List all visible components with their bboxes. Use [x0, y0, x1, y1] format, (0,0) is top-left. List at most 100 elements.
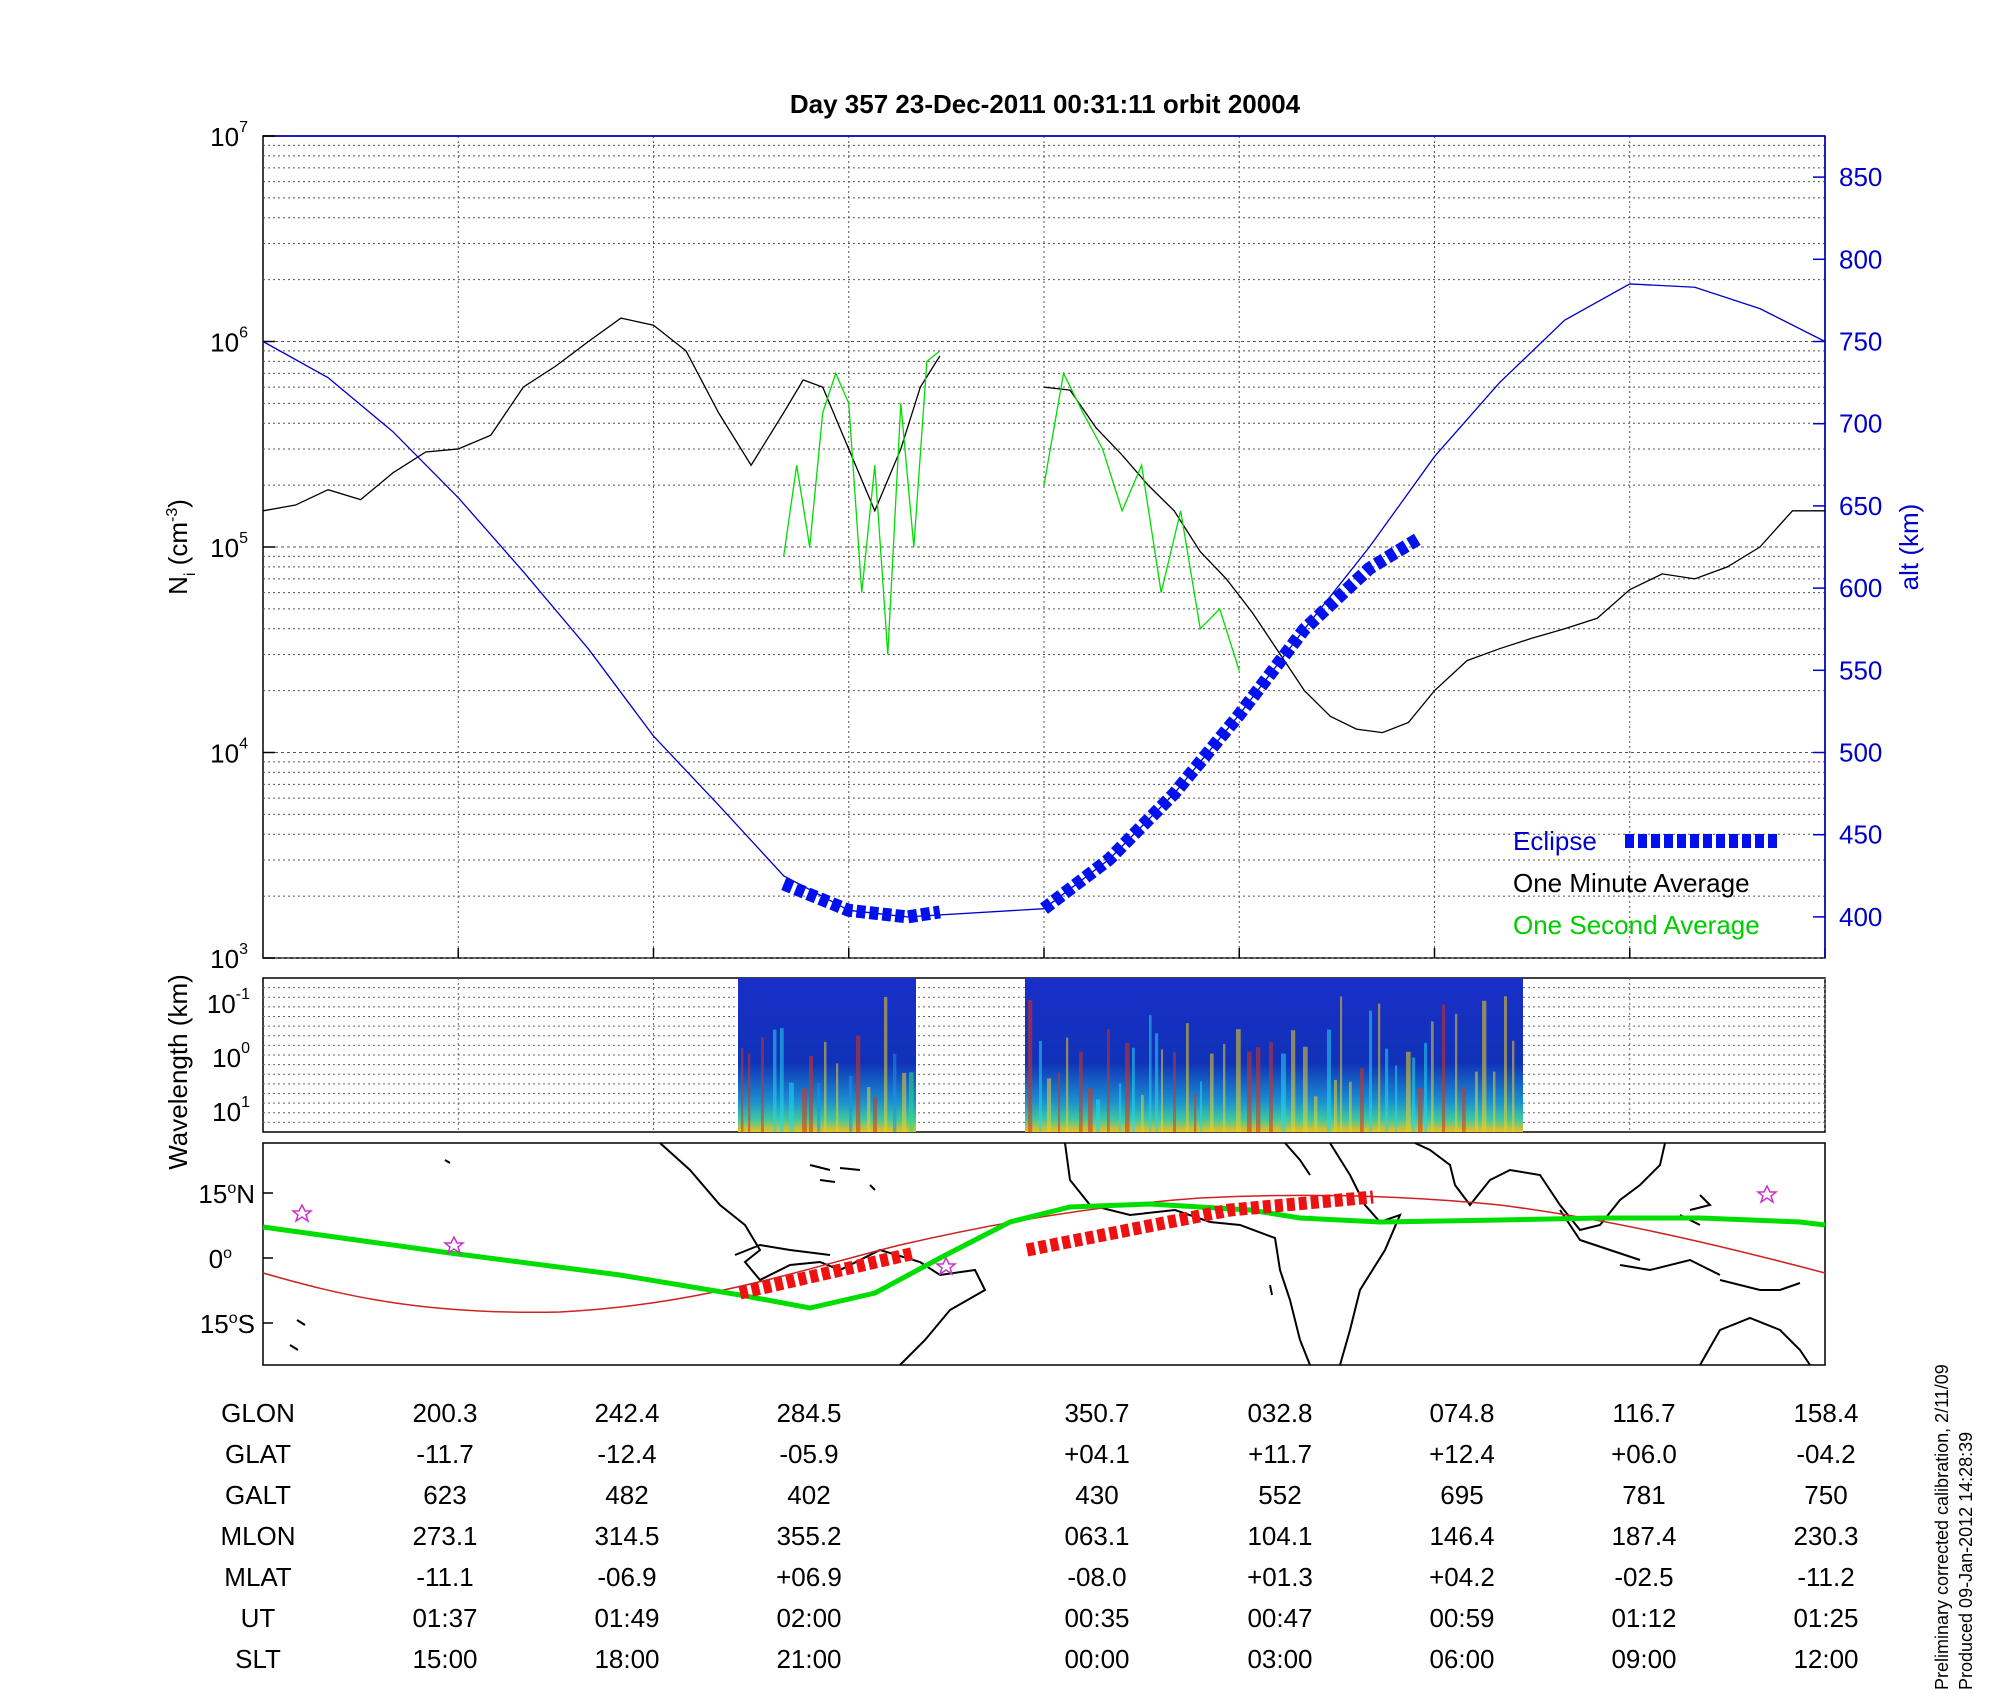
table-cell: -08.0: [1067, 1562, 1126, 1592]
eclipse-track-1: [738, 1246, 917, 1300]
table-cell: 02:00: [776, 1603, 841, 1633]
table-cell: 695: [1440, 1480, 1483, 1510]
table-cell: 242.4: [594, 1398, 659, 1428]
map-tick-15s: 15oS: [200, 1309, 255, 1339]
table-cell: 104.1: [1247, 1521, 1312, 1551]
table-cell: -11.1: [416, 1562, 473, 1592]
legend-eclipse-label: Eclipse: [1513, 826, 1597, 856]
table-cell: 623: [423, 1480, 466, 1510]
table-cell: 03:00: [1247, 1644, 1312, 1674]
table-cell: 18:00: [594, 1644, 659, 1674]
y-right-tick-label: 650: [1839, 491, 1882, 521]
y-right-tick-label: 550: [1839, 655, 1882, 685]
table-cell: +04.1: [1064, 1439, 1130, 1469]
eclipse-track-2: [1025, 1190, 1374, 1257]
chart-title: Day 357 23-Dec-2011 00:31:11 orbit 20004: [790, 89, 1301, 119]
table-cell: +12.4: [1429, 1439, 1495, 1469]
legend: Eclipse One Minute Average One Second Av…: [1513, 826, 1780, 940]
table-cell: 01:49: [594, 1603, 659, 1633]
table-cell: 15:00: [412, 1644, 477, 1674]
table-row-label: GLAT: [225, 1439, 291, 1469]
table-cell: 781: [1622, 1480, 1665, 1510]
table-row-label: MLON: [220, 1521, 295, 1551]
table-cell: +11.7: [1248, 1439, 1312, 1469]
table-cell: 750: [1804, 1480, 1847, 1510]
top-right-axis-label: alt (km): [1894, 504, 1924, 591]
table-row-label: GALT: [225, 1480, 291, 1510]
table-cell: 273.1: [412, 1521, 477, 1551]
table-cell: 074.8: [1429, 1398, 1494, 1428]
y-right-tick-label: 450: [1839, 820, 1882, 850]
second-average-line: [1043, 371, 1240, 671]
coastlines: [289, 1142, 1811, 1366]
table-cell: 01:37: [412, 1603, 477, 1633]
table-row-label: GLON: [221, 1398, 295, 1428]
star-marker: [1755, 1184, 1779, 1204]
table-cell: +06.0: [1611, 1439, 1677, 1469]
second-average-line: [783, 350, 941, 655]
table-row-label: SLT: [235, 1644, 281, 1674]
minute-average-line: [1043, 386, 1825, 734]
table-cell: 21:00: [776, 1644, 841, 1674]
table-cell: 116.7: [1612, 1398, 1675, 1428]
y-right-tick-label: 600: [1839, 573, 1882, 603]
spectrogram-streaks: [741, 996, 1515, 1132]
table-cell: 200.3: [412, 1398, 477, 1428]
satellite-track: [262, 1201, 1826, 1311]
table-cell: 09:00: [1611, 1644, 1676, 1674]
y-left-tick-label: 104: [210, 736, 248, 769]
spectrogram-block-1: [738, 978, 916, 1132]
top-series: [262, 283, 1826, 924]
spectrogram-panel: 10-1 100 101 Wavelength (km): [163, 974, 1826, 1170]
y-right-tick-label: 850: [1839, 162, 1882, 192]
y-right-tick-label: 800: [1839, 244, 1882, 274]
star-marker: [934, 1256, 958, 1276]
table-cell: 552: [1258, 1480, 1301, 1510]
table-cell: 146.4: [1429, 1521, 1494, 1551]
table-cell: 01:12: [1611, 1603, 1676, 1633]
magnetic-equator: [262, 1194, 1826, 1314]
side-note-line2: Produced 09-Jan-2012 14:28:39: [1956, 1432, 1976, 1690]
map-panel: 15oN 0o 15oS: [198, 1142, 1826, 1366]
legend-minute-label: One Minute Average: [1513, 868, 1750, 898]
table-row-label: UT: [241, 1603, 276, 1633]
table-cell: 063.1: [1064, 1521, 1129, 1551]
table-cell: 187.4: [1611, 1521, 1676, 1551]
legend-second-label: One Second Average: [1513, 910, 1760, 940]
orbit-table: GLON 200.3 242.4 284.5 350.7 032.8 074.8 116.7 1…: [220, 1398, 1858, 1674]
y-left-tick-label: 105: [210, 530, 248, 563]
map-tick-15n: 15oN: [198, 1179, 255, 1209]
table-cell: -11.7: [416, 1439, 473, 1469]
map-ticks: 15oN 0o 15oS: [198, 1179, 273, 1339]
table-cell: 314.5: [594, 1521, 659, 1551]
table-cell: 284.5: [776, 1398, 841, 1428]
spectrogram-tick-label: 10-1: [207, 986, 250, 1019]
y-left-tick-label: 106: [210, 325, 248, 358]
table-row-label: MLAT: [224, 1562, 292, 1592]
map-frame: [262, 1142, 1826, 1366]
table-cell: 00:00: [1064, 1644, 1129, 1674]
table-cell: +01.3: [1247, 1562, 1313, 1592]
table-cell: 402: [787, 1480, 830, 1510]
table-cell: -12.4: [597, 1439, 656, 1469]
eclipse-segment: [1040, 533, 1422, 914]
top-left-axis-label: Ni (cm-3): [163, 499, 199, 595]
table-cell: 00:35: [1064, 1603, 1129, 1633]
spectrogram-tick-label: 101: [212, 1094, 250, 1127]
y-right-tick-label: 700: [1839, 409, 1882, 439]
spectrogram-axis-label: Wavelength (km): [163, 974, 193, 1170]
side-note-line1: Preliminary corrected calibration, 2/11/…: [1932, 1364, 1952, 1690]
top-left-ticks: 103 104 105 106 107: [210, 119, 275, 974]
table-cell: +06.9: [776, 1562, 842, 1592]
y-right-tick-label: 400: [1839, 902, 1882, 932]
map-markers: [290, 1184, 1779, 1276]
table-cell: 350.7: [1064, 1398, 1129, 1428]
star-marker: [442, 1235, 466, 1255]
table-cell: 158.4: [1793, 1398, 1858, 1428]
spectrogram-ticks: 10-1 100 101: [207, 986, 250, 1127]
table-cell: 12:00: [1793, 1644, 1858, 1674]
table-cell: 00:59: [1429, 1603, 1494, 1633]
table-cell: -04.2: [1796, 1439, 1855, 1469]
table-cell: -11.2: [1797, 1562, 1854, 1592]
